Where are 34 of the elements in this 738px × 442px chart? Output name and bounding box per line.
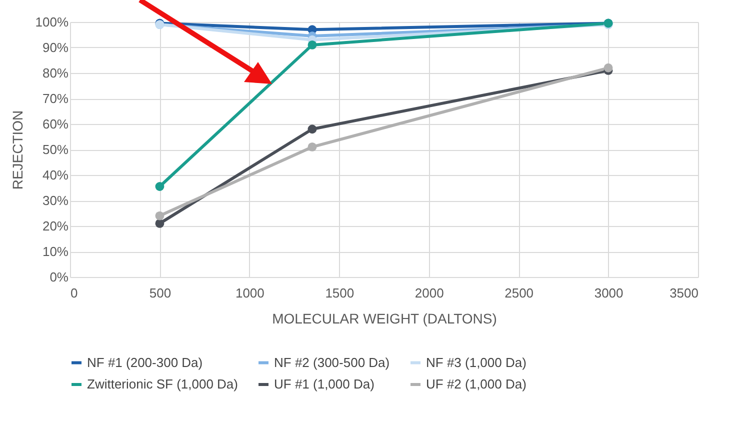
- y-tick-label: 0%: [50, 270, 69, 284]
- y-tick-label: 90%: [42, 40, 69, 55]
- point: [308, 40, 317, 50]
- point: [155, 211, 164, 220]
- y-tick-label: 20%: [42, 218, 69, 234]
- legend-label: NF #2 (300-500 Da): [274, 354, 390, 370]
- point: [155, 218, 164, 228]
- y-tick-label: 40%: [42, 168, 69, 182]
- legend-label: UF #2 (1,000 Da): [426, 376, 526, 392]
- x-axis-title: MOLECULAR WEIGHT (DALTONS): [272, 310, 497, 326]
- y-tick-label: 30%: [42, 193, 69, 208]
- point: [308, 142, 317, 152]
- legend-label: NF #1 (200-300 Da): [87, 354, 203, 370]
- y-tick-label: 100%: [35, 14, 69, 30]
- y-tick-label: 50%: [42, 142, 69, 157]
- x-tick-label: 2000: [414, 286, 444, 300]
- x-tick-label: 0: [70, 286, 78, 300]
- y-tick-label: 80%: [42, 66, 69, 80]
- y-tick-label: 60%: [42, 116, 69, 132]
- point: [308, 124, 317, 134]
- point: [155, 182, 164, 191]
- legend-label: Zwitterionic SF (1,000 Da): [87, 376, 238, 392]
- x-tick-label: 500: [149, 286, 172, 300]
- y-axis-title: REJECTION: [9, 110, 26, 190]
- point: [604, 63, 613, 72]
- x-tick-label: 3000: [594, 286, 624, 300]
- x-tick-label: 2500: [504, 286, 534, 300]
- y-tick-label: 70%: [42, 91, 69, 106]
- x-tick-label: 1500: [325, 286, 354, 300]
- legend-label: NF #3 (1,000 Da): [426, 354, 526, 370]
- y-tick-label: 10%: [42, 244, 69, 259]
- legend-label: UF #1 (1,000 Da): [274, 376, 374, 392]
- x-tick-label: 3500: [670, 286, 698, 300]
- x-tick-label: 1000: [235, 286, 264, 300]
